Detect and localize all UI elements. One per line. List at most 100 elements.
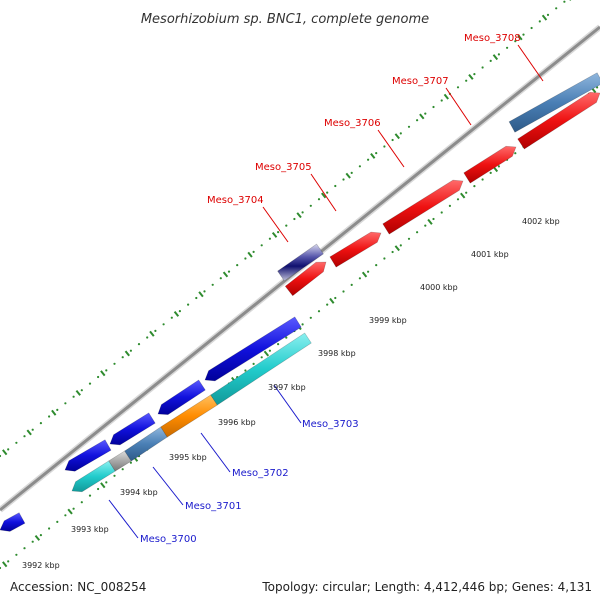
gene-arrow-reverse [0, 512, 26, 532]
scale-label: 3995 kbp [169, 453, 207, 462]
gene-label-forward: Meso_3708 [464, 33, 521, 44]
scale-label: 4000 kbp [420, 283, 458, 292]
outer-ruler-dot [473, 185, 476, 188]
outer-ruler-dot [514, 152, 517, 155]
outer-ruler-dot [399, 244, 402, 247]
inner-ruler-dot [465, 79, 468, 82]
inner-ruler-tick [124, 350, 130, 357]
inner-ruler-dot [391, 138, 394, 142]
inner-ruler-dot [375, 152, 378, 155]
outer-ruler-dot [244, 369, 247, 372]
inner-ruler-dot [555, 7, 558, 10]
inner-ruler-dot [546, 13, 550, 16]
inner-ruler-tick [541, 14, 548, 21]
scale-label: 3994 kbp [120, 488, 158, 497]
outer-ruler-dot [64, 514, 67, 517]
gene-arrow-reverse [157, 379, 206, 415]
gene-arrow-reverse [204, 316, 302, 382]
outer-ruler-dot [334, 296, 337, 300]
inner-ruler-dot [48, 415, 51, 418]
inner-ruler-tick [419, 113, 425, 120]
leader-line-forward [377, 129, 405, 168]
outer-ruler-tick [361, 271, 368, 278]
inner-ruler-dot [121, 356, 124, 359]
outer-ruler-dot [407, 237, 411, 240]
outer-ruler-dot [23, 547, 26, 550]
inner-ruler-dot [473, 73, 476, 76]
inner-ruler-tick [468, 73, 474, 80]
leader-line-forward [517, 44, 544, 82]
outer-ruler-dot [383, 257, 386, 260]
inner-ruler-dot [481, 66, 484, 69]
inner-ruler-tick [370, 152, 376, 159]
inner-ruler-tick [51, 409, 57, 416]
outer-ruler-tick [394, 245, 400, 252]
outer-ruler-dot [72, 507, 75, 510]
gene-arrow-meso-3703 [210, 332, 312, 406]
inner-ruler-tick [222, 271, 229, 278]
inner-ruler-dot [56, 408, 59, 411]
outer-ruler-dot [129, 461, 132, 464]
outer-ruler-dot [358, 277, 361, 280]
inner-ruler-tick [321, 192, 327, 199]
inner-ruler-tick [247, 251, 253, 258]
gene-label-forward: Meso_3706 [324, 118, 381, 129]
inner-ruler-dot [367, 158, 370, 161]
outer-ruler-dot [432, 217, 435, 221]
gene-arrow-meso-3701 [124, 426, 168, 462]
inner-ruler-dot [301, 211, 304, 214]
outer-ruler-dot [285, 336, 288, 339]
inner-ruler-tick [26, 429, 32, 436]
outer-ruler-dot [277, 343, 280, 346]
inner-ruler-dot [358, 165, 361, 168]
inner-ruler-dot [563, 0, 566, 3]
gene-arrow-reverse [109, 412, 156, 446]
map-title: Mesorhizobium sp. BNC1, complete genome [141, 12, 429, 27]
leader-line-reverse [273, 384, 302, 424]
outer-ruler-dot [481, 178, 484, 181]
gene-arrow-forward [284, 261, 327, 297]
outer-ruler-dot [121, 468, 124, 471]
outer-ruler-dot [350, 283, 353, 286]
inner-ruler-dot [252, 250, 255, 253]
outer-ruler-dot [260, 356, 263, 359]
leader-line-forward [262, 206, 289, 243]
outer-ruler-dot [39, 534, 43, 537]
outer-ruler-dot [105, 481, 108, 484]
inner-ruler-dot [15, 441, 18, 444]
inner-ruler-dot [497, 53, 500, 56]
inner-ruler-dot [0, 454, 2, 458]
outer-ruler-dot [48, 527, 51, 530]
leader-line-forward [445, 87, 472, 126]
inner-ruler-dot [506, 46, 509, 49]
inner-ruler-tick [149, 330, 155, 337]
gene-arrow-meso-3704 [277, 243, 324, 282]
inner-ruler-dot [170, 316, 173, 319]
inner-ruler-dot [456, 86, 460, 89]
inner-ruler-dot [72, 395, 75, 398]
inner-ruler-dot [129, 349, 132, 352]
scale-label: 3998 kbp [318, 349, 356, 358]
label-leader-lines [108, 44, 544, 539]
scale-label: 3992 kbp [22, 561, 60, 570]
gene-arrow-reverse [64, 439, 112, 472]
outer-ruler-dot [416, 231, 419, 234]
outer-ruler-dot [113, 474, 116, 477]
accession-text: Accession: NC_008254 [10, 580, 147, 594]
inner-ruler-dot [317, 198, 321, 201]
inner-ruler-dot [64, 402, 67, 405]
outer-ruler-dot [375, 264, 378, 267]
inner-ruler-dot [432, 105, 435, 109]
gene-label-reverse: Meso_3702 [232, 468, 289, 479]
outer-ruler-dot [489, 171, 492, 174]
gene-arrow-meso-3702 [160, 394, 218, 438]
scale-label: 3993 kbp [71, 525, 109, 534]
outer-ruler-dot [342, 290, 345, 293]
gene-arrow-meso-3708 [508, 72, 600, 133]
inner-ruler-dot [285, 224, 288, 227]
leader-line-reverse [108, 499, 139, 539]
leader-line-forward [310, 173, 337, 212]
gene-label-reverse: Meso_3701 [185, 501, 242, 512]
outer-ruler-tick [100, 482, 106, 489]
